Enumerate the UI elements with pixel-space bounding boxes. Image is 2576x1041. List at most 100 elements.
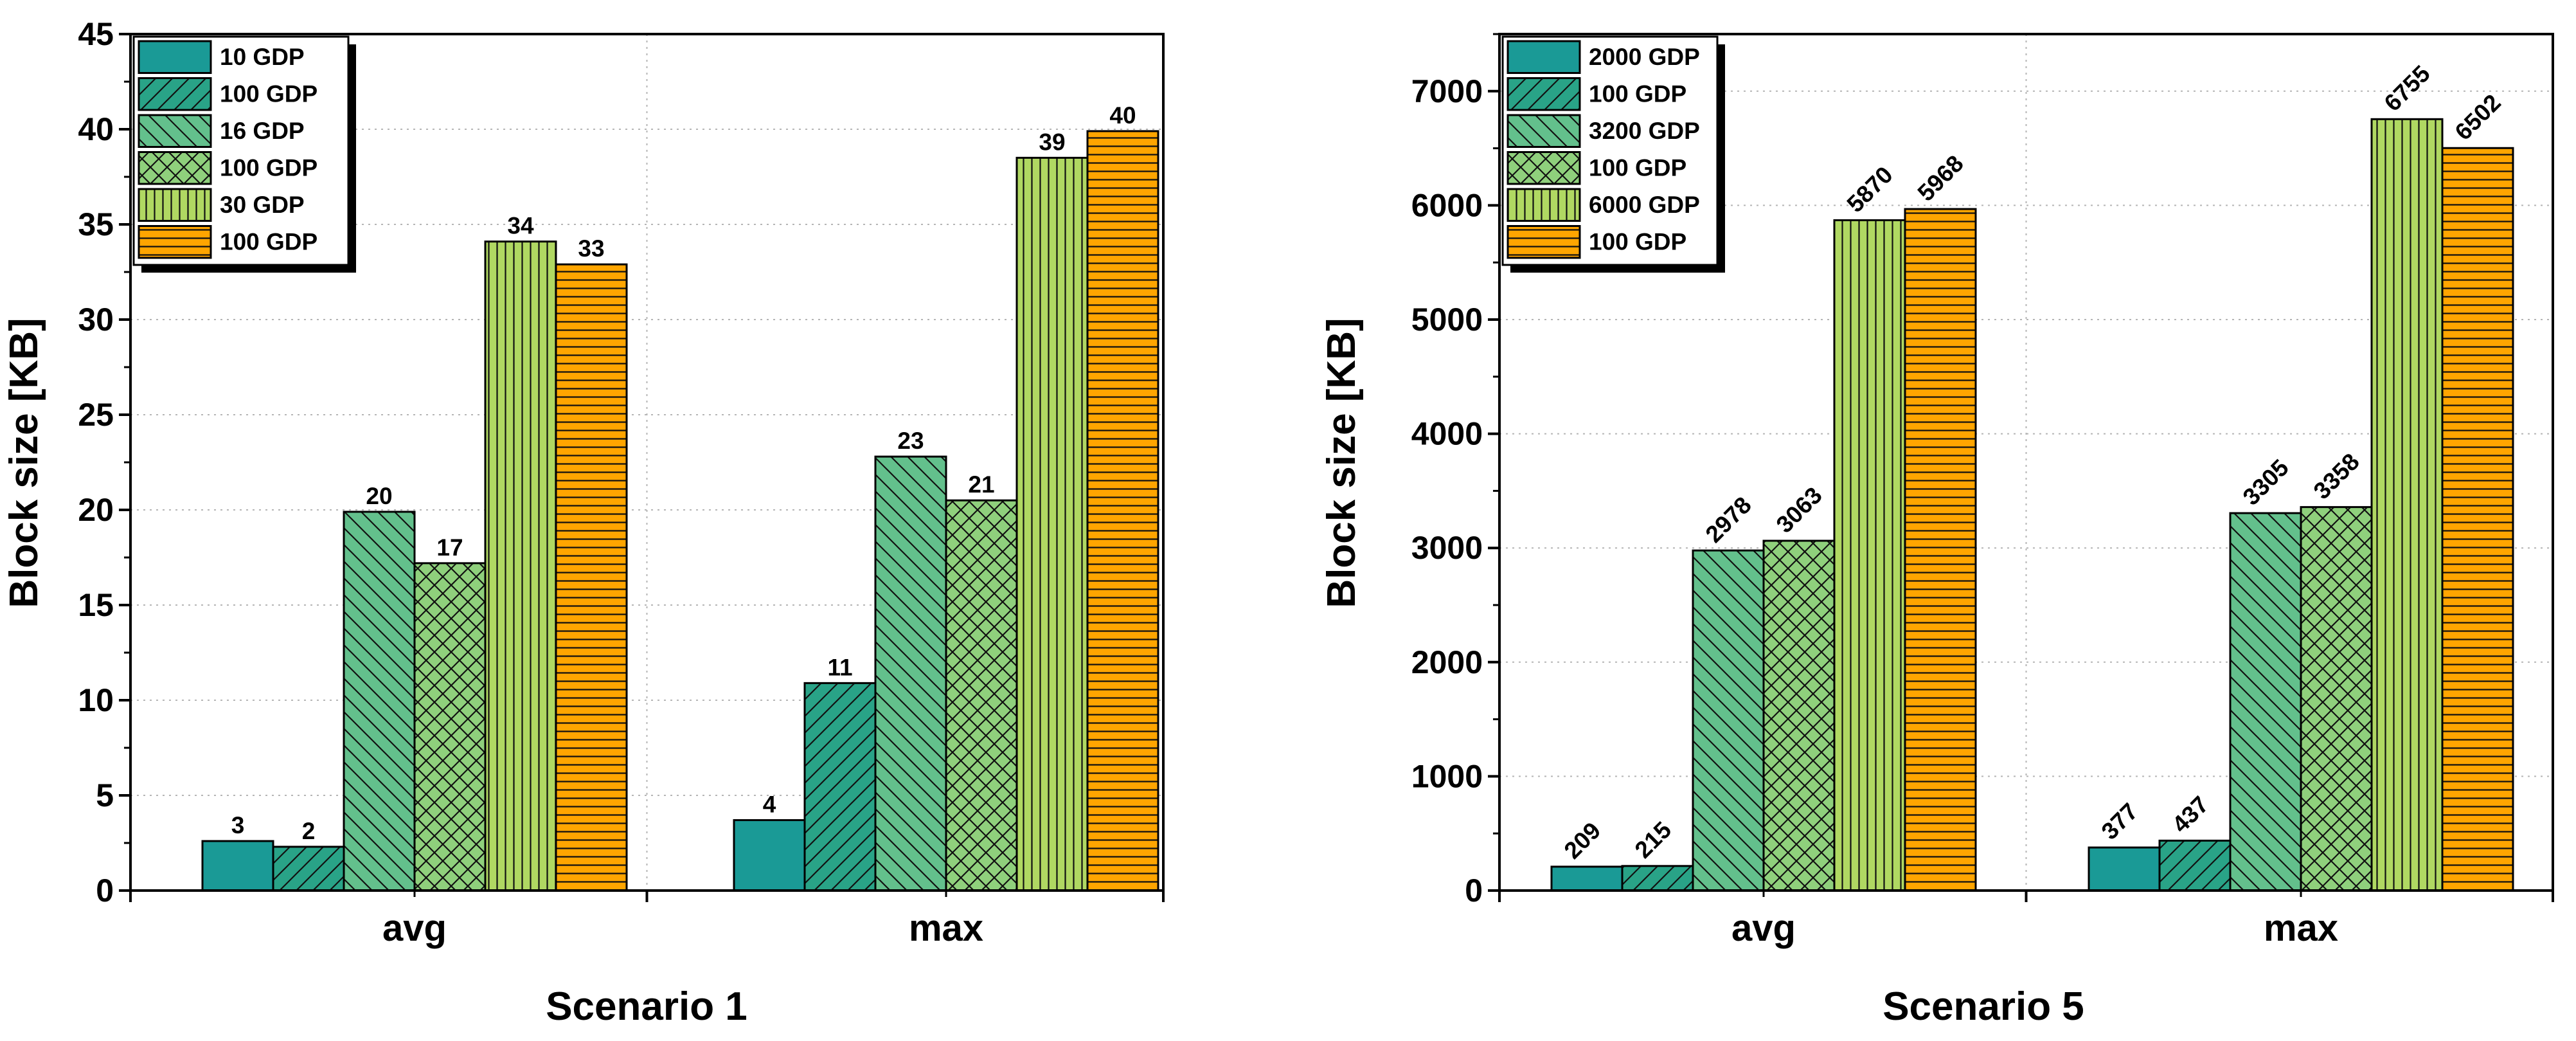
y-tick-label: 45 <box>78 16 114 52</box>
bar <box>2300 506 2373 892</box>
bar <box>803 682 877 892</box>
y-tick-label: 6000 <box>1411 187 1483 223</box>
legend-swatch <box>138 188 212 222</box>
legend-swatch <box>1507 188 1581 222</box>
data-label: 3305 <box>2238 454 2294 510</box>
bar <box>2370 118 2444 892</box>
data-label: 33 <box>578 235 604 262</box>
y-tick-label: 20 <box>78 492 114 528</box>
y-tick-label: 1000 <box>1411 758 1483 794</box>
legend-swatch <box>138 77 212 111</box>
y-tick-label: 5 <box>96 777 114 813</box>
legend-swatch <box>1507 225 1581 259</box>
y-tick-label: 30 <box>78 302 114 338</box>
bar <box>2158 839 2232 892</box>
bar <box>874 455 947 892</box>
data-label: 21 <box>968 471 994 498</box>
bar <box>343 511 416 892</box>
bar <box>413 562 487 892</box>
category-label: avg <box>1731 907 1796 949</box>
data-label: 5968 <box>1913 150 1969 206</box>
legend-swatch <box>1507 114 1581 148</box>
y-tick-label: 25 <box>78 397 114 433</box>
y-tick-label: 7000 <box>1411 73 1483 109</box>
bar <box>1833 219 1906 892</box>
data-label: 40 <box>1109 102 1136 129</box>
category-label: max <box>2264 907 2338 949</box>
bar <box>2088 846 2161 892</box>
data-label: 3 <box>231 812 245 838</box>
y-tick-label: 40 <box>78 111 114 147</box>
y-tick-label: 0 <box>96 873 114 909</box>
data-label: 17 <box>436 534 463 561</box>
legend-label: 100 GDP <box>220 80 318 107</box>
y-tick-label: 0 <box>1465 873 1483 909</box>
legend-label: 100 GDP <box>220 154 318 181</box>
bar <box>484 240 557 892</box>
data-label: 215 <box>1630 817 1677 864</box>
scenario-title: Scenario 5 <box>1883 984 2084 1029</box>
legend-swatch <box>1507 77 1581 111</box>
data-label: 11 <box>827 654 852 680</box>
axes: 0 1000 2000 3000 4000 5000 6000 7000 avg max <box>1411 33 2554 949</box>
bar <box>272 846 345 892</box>
legend-label: 3200 GDP <box>1589 118 1700 144</box>
bars <box>1550 118 2514 892</box>
data-label: 5870 <box>1842 161 1898 217</box>
bar <box>1086 130 1159 892</box>
y-tick-label: 10 <box>78 682 114 718</box>
category-label: max <box>909 907 983 949</box>
data-label: 2978 <box>1701 492 1757 548</box>
data-label: 377 <box>2097 798 2143 845</box>
legend-label: 16 GDP <box>220 118 305 144</box>
bar <box>1762 539 1836 892</box>
data-label: 6755 <box>2379 60 2435 116</box>
legend-swatch <box>1507 40 1581 74</box>
bars <box>201 130 1159 892</box>
y-tick-label: 15 <box>78 587 114 623</box>
legend-label: 100 GDP <box>1589 80 1686 107</box>
gridlines <box>130 34 1163 891</box>
data-label: 23 <box>897 428 924 454</box>
data-label: 20 <box>366 483 392 509</box>
legend-label: 6000 GDP <box>1589 192 1700 218</box>
legend-label: 100 GDP <box>1589 228 1686 255</box>
category-label: avg <box>382 907 447 949</box>
bar <box>2229 512 2302 892</box>
bar <box>1692 549 1765 892</box>
gridlines <box>1499 34 2553 891</box>
data-label: 437 <box>2167 791 2214 838</box>
data-label: 3358 <box>2309 448 2365 504</box>
legend: 2000 GDP 100 GDP 3200 GDP 100 GDP 6000 GDP 10… <box>1501 35 1725 273</box>
y-tick-label: 4000 <box>1411 416 1483 452</box>
bar <box>1904 208 1977 892</box>
y-tick-label: 2000 <box>1411 644 1483 680</box>
legend-label: 100 GDP <box>1589 154 1686 181</box>
legend-swatch <box>138 225 212 259</box>
axes: 0 5 10 15 20 25 30 35 40 45 avg max <box>78 16 1165 949</box>
y-axis-title: Block size [KB] <box>1319 318 1364 608</box>
legend: 10 GDP 100 GDP 16 GDP 100 GDP 30 GDP 100 GDP <box>132 35 356 273</box>
data-label: 209 <box>1559 817 1606 864</box>
legend-swatch <box>1507 151 1581 185</box>
bar <box>555 263 628 892</box>
bar <box>1015 156 1089 892</box>
bar <box>2441 147 2514 892</box>
scenario-title: Scenario 1 <box>546 984 747 1029</box>
legend-label: 100 GDP <box>220 228 318 255</box>
data-label: 4 <box>763 791 776 817</box>
data-label: 2 <box>302 818 316 844</box>
y-axis-title: Block size [KB] <box>2 318 46 608</box>
legend-swatch <box>138 151 212 185</box>
y-tick-label: 3000 <box>1411 530 1483 566</box>
y-tick-label: 5000 <box>1411 302 1483 338</box>
y-tick-label: 35 <box>78 206 114 242</box>
bar <box>733 819 806 892</box>
bar <box>1550 865 1623 892</box>
bar <box>201 840 274 892</box>
bar <box>945 499 1018 892</box>
chart-scenario-5: 0 1000 2000 3000 4000 5000 6000 7000 avg max 209 3… <box>1319 33 2554 1029</box>
